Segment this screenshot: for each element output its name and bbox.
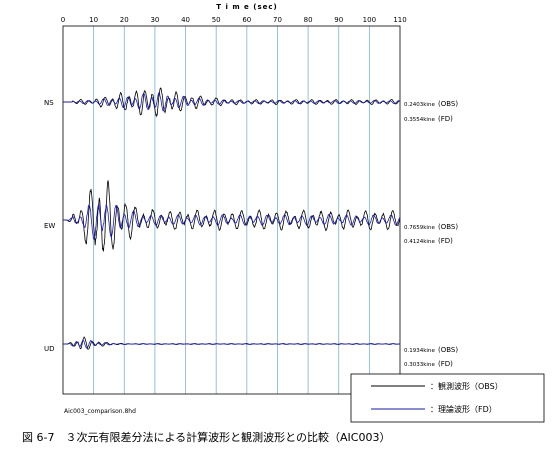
x-tick-label: 40: [181, 16, 190, 24]
x-tick-label: 80: [304, 16, 313, 24]
figure-caption: 図 6-7 ３次元有限差分法による計算波形と観測波形との比較（AIC003）: [22, 430, 390, 444]
ns-obs-amplitude: 0.2403kine: [404, 102, 435, 108]
ns-fd-amplitude: 0.3554kine: [404, 117, 435, 123]
x-tick-label: 30: [150, 16, 159, 24]
legend-label-fd: ：理論波形（FD）: [430, 404, 497, 414]
ud-fd-tag: (FD): [438, 360, 453, 368]
x-axis-title: T i m e (sec): [216, 3, 277, 11]
source-filename: Aic003_comparison.8hd: [64, 408, 136, 415]
x-tick-label: 10: [89, 16, 98, 24]
x-tick-label: 110: [393, 16, 406, 24]
ud-fd-waveform: [63, 339, 400, 349]
x-tick-label: 70: [273, 16, 282, 24]
ew-obs-amplitude: 0.7659kine: [404, 225, 435, 231]
ew-fd-amplitude: 0.4124kine: [404, 239, 435, 245]
component-label-ew: EW: [44, 222, 55, 230]
legend-label-obs: ：観測波形（OBS）: [430, 381, 503, 391]
ew-obs-waveform: [63, 179, 401, 252]
ud-obs-tag: (OBS): [438, 346, 458, 354]
ns-fd-tag: (FD): [438, 115, 453, 123]
ew-obs-tag: (OBS): [438, 223, 458, 231]
x-tick-label: 0: [61, 16, 65, 24]
component-label-ns: NS: [44, 99, 54, 107]
waveform-traces: [63, 87, 401, 350]
time-gridlines: [93, 26, 370, 394]
ns-fd-waveform: [63, 91, 401, 112]
ew-fd-waveform: [63, 203, 401, 240]
x-tick-labels: 0 10 20 30 40 50 60 70 80 90 100 110: [61, 16, 407, 24]
x-tick-label: 90: [334, 16, 343, 24]
ud-obs-amplitude: 0.1934kine: [404, 348, 435, 354]
ud-fd-amplitude: 0.3033kine: [404, 362, 435, 368]
legend-box: [350, 373, 545, 423]
component-label-ud: UD: [44, 345, 55, 353]
legend: ：観測波形（OBS） ：理論波形（FD）: [350, 373, 545, 423]
ew-fd-tag: (FD): [438, 237, 453, 245]
ns-obs-tag: (OBS): [438, 100, 458, 108]
x-tick-label: 100: [363, 16, 376, 24]
x-tick-label: 20: [120, 16, 129, 24]
x-tick-label: 50: [212, 16, 221, 24]
x-tick-label: 60: [242, 16, 251, 24]
plot-frame: [62, 25, 401, 395]
